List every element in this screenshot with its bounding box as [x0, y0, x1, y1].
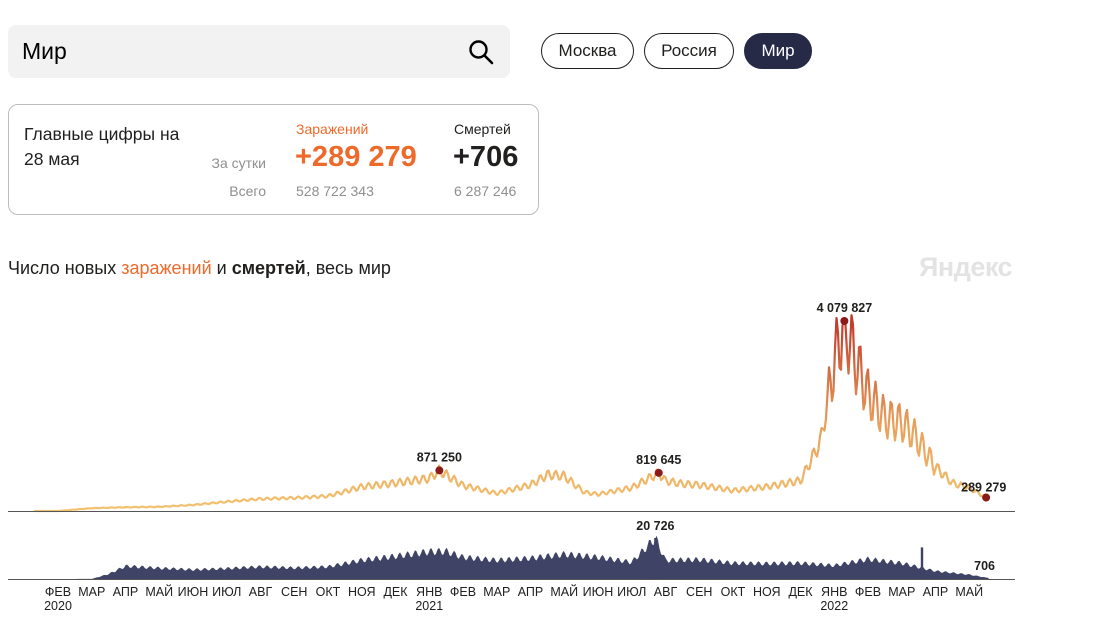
- x-tick-label: АПР: [113, 585, 139, 599]
- chart-title-middle: и: [211, 258, 232, 278]
- x-tick-label: МАР: [888, 585, 915, 599]
- region-button-world[interactable]: Мир: [744, 33, 812, 69]
- x-tick-label: НОЯ: [348, 585, 376, 599]
- x-tick-label: ИЮЛ: [212, 585, 241, 599]
- infections-line: [34, 314, 990, 513]
- row-day-label: За сутки: [211, 155, 267, 171]
- infections-day-value: +289 279: [295, 141, 417, 173]
- chart-title-prefix: Число новых: [8, 258, 122, 278]
- infections-total-value: 528 722 343: [296, 183, 374, 199]
- peak-marker: [654, 468, 663, 477]
- deaths-spike: [920, 547, 924, 579]
- search-box[interactable]: Мир: [8, 25, 510, 78]
- x-tick-label: ИЮН: [583, 585, 614, 599]
- x-tick-label: СЕН: [281, 585, 307, 599]
- region-button-moscow[interactable]: Москва: [541, 33, 634, 69]
- peak-marker: [840, 317, 849, 325]
- x-tick-label: ИЮЛ: [617, 585, 646, 599]
- x-tick-label: СЕН: [686, 585, 712, 599]
- x-tick-label: АПР: [518, 585, 544, 599]
- x-tick-year: 2020: [44, 599, 72, 613]
- data-label: 706: [974, 559, 995, 573]
- data-label: 871 250: [417, 450, 462, 464]
- deaths-heading: Смертей: [454, 121, 511, 137]
- summary-title: Главные цифры на 28 мая: [24, 124, 180, 169]
- deaths-total-value: 6 287 246: [454, 183, 517, 199]
- yandex-logo: Яндекс: [919, 252, 1013, 282]
- x-tick-label: МАР: [78, 585, 105, 599]
- x-tick-label: МАЙ: [955, 584, 983, 599]
- x-tick-label: МАР: [483, 585, 510, 599]
- chart-title-infections: заражений: [121, 258, 212, 278]
- x-tick-label: ЯНВ: [416, 585, 442, 599]
- summary-card: Главные цифры на 28 мая За сутки Всего З…: [8, 104, 539, 215]
- search-input[interactable]: Мир: [22, 38, 67, 64]
- x-tick-label: ДЕК: [788, 585, 813, 599]
- data-label: 20 726: [636, 519, 674, 533]
- x-tick-label: ФЕВ: [45, 585, 71, 599]
- deaths-day-value: +706: [453, 141, 519, 173]
- x-tick-year: 2022: [820, 599, 848, 613]
- row-total-label: Всего: [229, 183, 266, 199]
- x-tick-label: АВГ: [249, 585, 273, 599]
- deaths-area: [34, 535, 989, 579]
- data-label: 4 079 827: [817, 301, 873, 315]
- infections-heading: Заражений: [296, 121, 369, 137]
- data-label: 819 645: [636, 453, 681, 467]
- x-tick-label: ФЕВ: [450, 585, 476, 599]
- x-tick-year: 2021: [415, 599, 443, 613]
- chart-title-suffix: , весь мир: [305, 258, 391, 278]
- x-tick-label: АПР: [923, 585, 949, 599]
- x-tick-label: ОКТ: [316, 585, 341, 599]
- peak-marker: [982, 493, 991, 502]
- x-tick-label: ОКТ: [721, 585, 746, 599]
- x-tick-label: НОЯ: [753, 585, 781, 599]
- region-button-russia[interactable]: Россия: [644, 33, 734, 69]
- x-tick-label: ИЮН: [178, 585, 209, 599]
- data-label: 289 279: [961, 481, 1006, 495]
- x-tick-label: МАЙ: [145, 584, 173, 599]
- x-tick-label: МАЙ: [550, 584, 578, 599]
- peak-marker: [435, 466, 444, 475]
- search-icon[interactable]: [468, 39, 494, 65]
- x-tick-label: ФЕВ: [855, 585, 881, 599]
- deaths-spike: [654, 538, 657, 579]
- x-tick-label: ЯНВ: [821, 585, 847, 599]
- chart-title: Число новых заражений и смертей, весь ми…: [8, 258, 391, 279]
- x-tick-label: ДЕК: [383, 585, 408, 599]
- x-tick-label: АВГ: [654, 585, 678, 599]
- chart-title-deaths: смертей: [231, 258, 306, 278]
